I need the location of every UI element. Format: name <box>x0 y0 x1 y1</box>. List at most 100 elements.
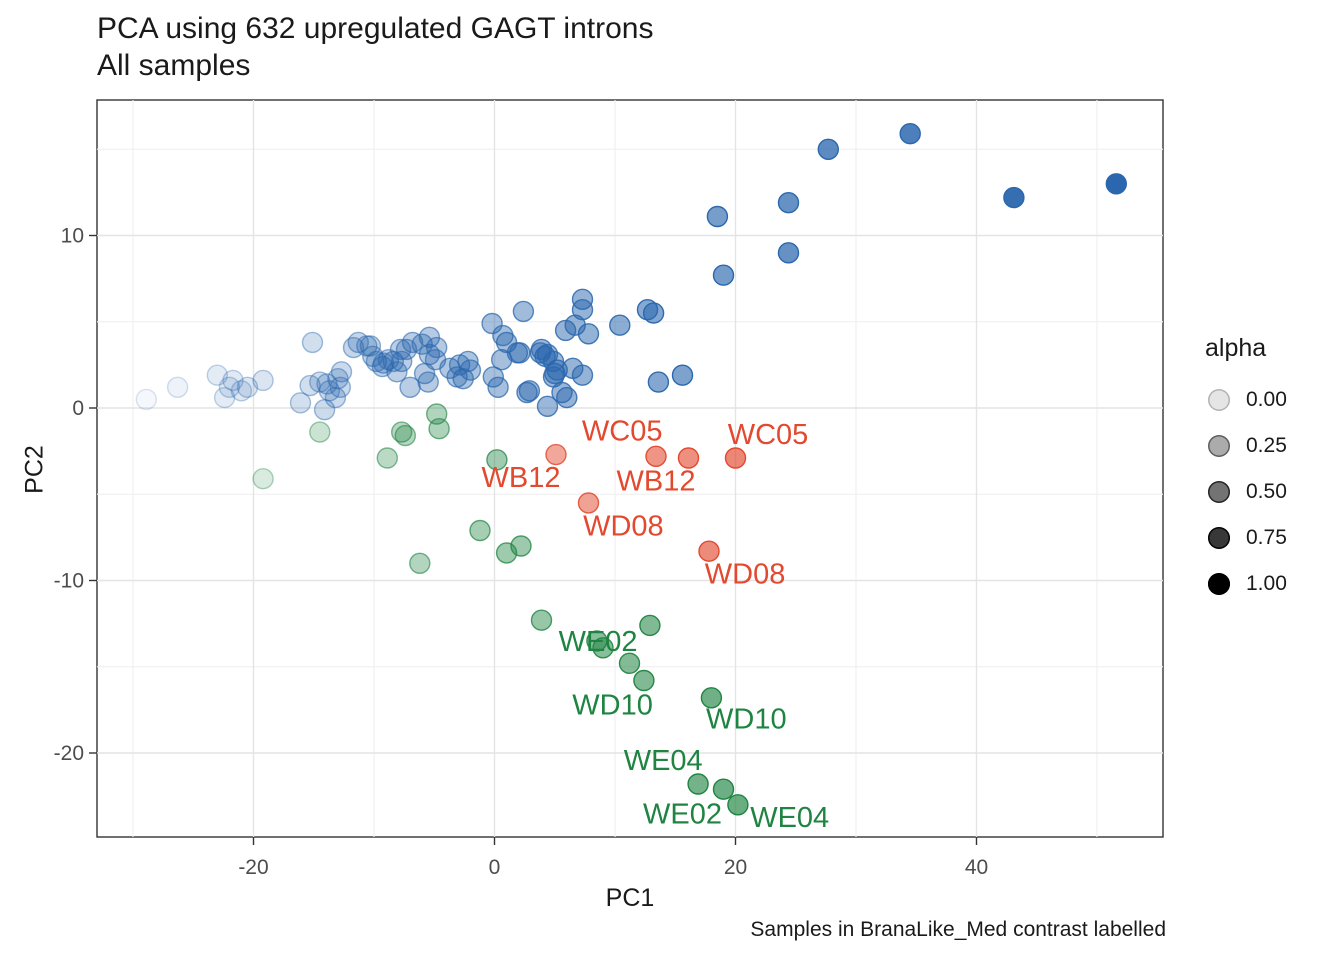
data-point-blue <box>386 361 408 383</box>
data-point-blue <box>609 314 631 336</box>
data-point-blue <box>777 191 800 214</box>
data-point-blue <box>301 331 324 354</box>
legend-key-dot <box>1205 524 1233 552</box>
legend-alpha-dot <box>1208 573 1230 595</box>
legend-alpha-dot <box>1208 527 1230 549</box>
data-point-green <box>687 773 709 795</box>
data-point-blue <box>213 386 236 409</box>
data-point-blue <box>417 371 439 393</box>
data-point-blue <box>671 364 694 386</box>
data-point-blue <box>230 380 253 402</box>
x-tick-label: -20 <box>238 856 268 879</box>
point-label: WE04 <box>750 802 829 834</box>
data-point-blue <box>236 376 259 398</box>
legend-key-dot <box>1205 478 1233 506</box>
data-point-blue <box>395 338 418 361</box>
data-point-blue <box>642 302 665 324</box>
legend-key-dot <box>1205 570 1233 598</box>
data-point-green <box>592 637 614 659</box>
data-point-green <box>727 794 749 816</box>
data-point-green <box>394 424 416 447</box>
legend-title: alpha <box>1205 334 1267 362</box>
data-point-blue <box>324 386 347 409</box>
legend-key-dot <box>1205 386 1233 414</box>
data-point-green <box>618 652 641 674</box>
y-axis-title: PC2 <box>20 445 49 494</box>
data-point-green <box>309 421 331 443</box>
data-point-blue <box>309 371 331 393</box>
data-point-green <box>391 421 413 443</box>
legend: alpha 0.00 0.25 0.50 0.75 1.00 <box>1205 334 1287 607</box>
legend-item-label: 0.50 <box>1246 480 1287 503</box>
data-point-blue <box>571 299 594 321</box>
point-label: WC05 <box>582 415 663 447</box>
data-point-blue <box>777 242 800 264</box>
data-point-blue <box>712 264 735 286</box>
data-point-green <box>639 614 661 637</box>
chart-caption: Samples in BranaLike_Med contrast labell… <box>750 918 1166 941</box>
data-point-blue <box>329 376 351 398</box>
x-tick-label: 0 <box>489 856 501 879</box>
legend-item-label: 0.75 <box>1246 526 1287 549</box>
data-point-green <box>486 449 508 471</box>
plot-panel <box>96 99 1164 838</box>
chart-title-line2: All samples <box>97 49 251 82</box>
data-point-blue <box>482 366 504 388</box>
point-label: WB12 <box>617 465 696 497</box>
data-point-red <box>677 447 700 469</box>
x-axis-title: PC1 <box>605 884 655 912</box>
data-point-red <box>577 492 600 514</box>
data-point-blue <box>518 380 541 402</box>
data-point-blue <box>316 373 338 395</box>
data-point-green <box>530 609 553 631</box>
data-point-red <box>545 443 567 466</box>
legend-key-dot <box>1205 432 1233 460</box>
data-point-green <box>712 778 735 800</box>
data-point-blue <box>556 386 578 409</box>
data-point-blue <box>206 364 229 386</box>
chart-title-line1: PCA using 632 upregulated GAGT introns <box>97 12 654 45</box>
data-point-blue <box>512 300 535 323</box>
data-point-blue <box>426 336 448 359</box>
data-point-blue <box>536 395 559 417</box>
legend-rows: 0.00 0.25 0.50 0.75 1.00 <box>1205 377 1287 607</box>
data-point-blue <box>571 364 594 386</box>
data-point-green <box>633 669 655 692</box>
data-point-blue <box>452 368 474 390</box>
data-point-green <box>252 468 274 490</box>
legend-item: 0.25 <box>1205 423 1287 469</box>
data-point-blue <box>492 324 514 347</box>
data-point-blue <box>546 359 568 381</box>
legend-item-label: 0.25 <box>1246 434 1287 457</box>
point-label: WE04 <box>624 745 703 777</box>
legend-item-label: 1.00 <box>1246 572 1287 595</box>
data-point-green <box>700 687 723 709</box>
data-point-blue <box>817 138 839 161</box>
data-point-blue <box>536 343 559 366</box>
legend-item: 0.50 <box>1205 469 1287 515</box>
data-point-red <box>645 445 667 467</box>
data-point-blue <box>577 323 600 345</box>
point-label: WD08 <box>583 510 664 542</box>
data-point-blue <box>391 350 413 373</box>
point-label: WE02 <box>643 798 722 830</box>
point-label: WD10 <box>572 690 653 722</box>
legend-item: 0.75 <box>1205 515 1287 561</box>
point-label: WD10 <box>706 704 787 736</box>
legend-alpha-dot <box>1208 435 1230 457</box>
x-tick-label: 20 <box>724 856 747 879</box>
data-point-green <box>428 418 450 440</box>
legend-item-label: 0.00 <box>1246 388 1287 411</box>
data-point-blue <box>222 369 244 392</box>
data-point-blue <box>313 399 336 421</box>
chart-title: PCA using 632 upregulated GAGT introns A… <box>97 10 653 84</box>
data-point-blue <box>166 376 189 398</box>
data-point-blue <box>299 374 321 397</box>
data-point-blue <box>218 376 241 398</box>
legend-item: 0.00 <box>1205 377 1287 423</box>
data-point-red <box>724 447 747 469</box>
data-point-blue <box>706 205 729 228</box>
data-point-blue <box>318 380 341 402</box>
